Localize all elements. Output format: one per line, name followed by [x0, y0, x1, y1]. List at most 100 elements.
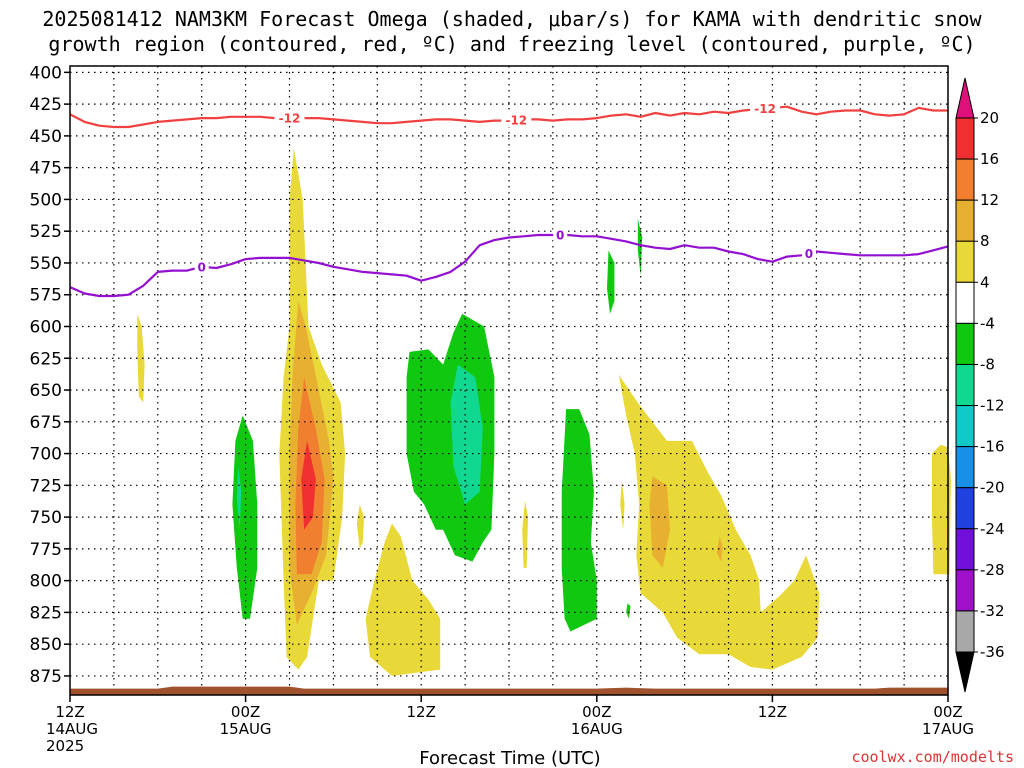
colorbar-bin-4: [955, 281, 975, 324]
colorbar-bin-2: [955, 199, 975, 242]
pressure-axis: 400 425 450 475 500 525 550 575 600 625 650 675 700 7…: [30, 63, 70, 687]
contour-line-1: [69, 233, 949, 298]
y-tick-label-450: 450: [30, 127, 62, 147]
contour-label-bg-0-0: [274, 111, 305, 126]
plot-border: [69, 65, 949, 696]
y-tick-label-725: 725: [30, 476, 62, 496]
contour-label-bg-0-2: [750, 101, 781, 116]
colorbar-tick-label-13: -36: [980, 643, 1005, 661]
y-tick-label-850: 850: [30, 635, 62, 655]
y-tick-label-700: 700: [30, 445, 62, 465]
omega-colorbar: 20 16 12 8 4 -4 -8 -12 -16 -20 -24 -28 -32 -36: [955, 77, 1005, 693]
colorbar-bin-8: [955, 446, 975, 489]
omega-region-18: [626, 603, 631, 619]
colorbar-tick-label-1: 16: [980, 150, 999, 168]
colorbar-top-arrow: [955, 77, 975, 119]
ground-layer: [70, 686, 948, 695]
colorbar-tick-label-3: 8: [980, 232, 990, 250]
omega-region-15: [561, 409, 597, 632]
colorbar-tick-label-6: -8: [980, 355, 995, 373]
y-tick-label-600: 600: [30, 317, 62, 337]
x-tick-label-2-0: 12Z: [407, 703, 436, 721]
contour-label-1-2: 0: [805, 247, 813, 261]
x-tick-label-4-0: 12Z: [758, 703, 787, 721]
colorbar-tick-label-7: -12: [980, 397, 1005, 415]
y-tick-label-400: 400: [30, 63, 62, 83]
y-tick-label-575: 575: [30, 286, 62, 306]
colorbar-tick-label-11: -28: [980, 561, 1005, 579]
colorbar-tick-label-5: -4: [980, 314, 995, 332]
x-tick-label-5-1: 17AUG: [922, 720, 974, 738]
colorbar-tick-label-9: -20: [980, 479, 1005, 497]
omega-region-3: [365, 523, 441, 676]
colorbar-tick-label-2: 12: [980, 191, 999, 209]
colorbar-bin-7: [955, 405, 975, 448]
colorbar-tick-label-12: -32: [980, 602, 1005, 620]
y-tick-label-625: 625: [30, 349, 62, 369]
omega-region-7: [931, 444, 951, 575]
contour-label-bg-1-0: [194, 259, 209, 274]
contour-label-bg-0-1: [501, 113, 532, 128]
x-tick-label-1-1: 15AUG: [220, 720, 272, 738]
x-tick-label-3-0: 00Z: [582, 703, 611, 721]
contour-label-bg-1-1: [553, 228, 568, 243]
y-tick-label-425: 425: [30, 95, 62, 115]
source-credit: coolwx.com/modelts: [851, 748, 1014, 766]
y-tick-label-825: 825: [30, 603, 62, 623]
colorbar-tick-label-4: 4: [980, 273, 990, 291]
colorbar-tick-label-8: -16: [980, 438, 1005, 456]
y-tick-label-650: 650: [30, 381, 62, 401]
omega-region-9: [649, 476, 670, 568]
x-tick-label-3-1: 16AUG: [571, 720, 623, 738]
y-tick-label-875: 875: [30, 667, 62, 687]
omega-region-17: [637, 218, 643, 276]
plot-frame: [69, 65, 949, 696]
x-tick-label-1-0: 00Z: [231, 703, 260, 721]
omega-region-0: [137, 313, 145, 403]
contour-label-0-0: -12: [279, 112, 301, 126]
contour-label-bg-1-2: [801, 246, 816, 261]
chart-title-line1: 2025081412 NAM3KM Forecast Omega (shaded…: [42, 7, 982, 31]
colorbar-bin-0: [955, 117, 975, 160]
x-tick-label-0-1: 14AUG: [46, 720, 98, 738]
chart-title-line2: growth region (contoured, red, ºC) and f…: [48, 32, 975, 56]
x-tick-label-5-0: 00Z: [933, 703, 962, 721]
x-axis-title: Forecast Time (UTC): [419, 748, 600, 768]
omega-region-2: [356, 504, 365, 549]
colorbar-bottom-arrow: [955, 651, 975, 693]
colorbar-bin-11: [955, 569, 975, 612]
x-tick-label-0-0: 12Z: [55, 703, 84, 721]
colorbar-bin-9: [955, 487, 975, 530]
contour-label-1-1: 0: [556, 229, 564, 243]
omega-region-20: [236, 466, 242, 530]
colorbar-bin-5: [955, 322, 975, 365]
colorbar-bin-1: [955, 158, 975, 201]
grid-lines: [70, 66, 948, 689]
y-tick-label-550: 550: [30, 254, 62, 274]
colorbar-bin-10: [955, 528, 975, 571]
contour-label-1-0: 0: [198, 260, 206, 274]
y-tick-label-750: 750: [30, 508, 62, 528]
omega-region-6: [618, 374, 820, 670]
contour-label-0-1: -12: [505, 114, 527, 128]
omega-shading: [137, 148, 951, 676]
y-tick-label-525: 525: [30, 222, 62, 242]
colorbar-tick-label-0: 20: [980, 109, 999, 127]
y-tick-label-775: 775: [30, 540, 62, 560]
y-tick-label-800: 800: [30, 572, 62, 592]
colorbar-bin-6: [955, 363, 975, 407]
colorbar-bin-3: [955, 240, 975, 283]
y-tick-label-675: 675: [30, 413, 62, 433]
omega-region-10: [716, 536, 723, 562]
temperature-contours: -12 -12 -12 0 0 0: [69, 101, 949, 298]
contour-label-0-2: -12: [754, 102, 776, 116]
omega-region-12: [301, 440, 316, 530]
x-tick-label-0-2: 2025: [46, 737, 84, 755]
omega-region-19: [450, 364, 483, 505]
omega-region-16: [607, 250, 615, 314]
colorbar-bin-12: [955, 610, 975, 653]
y-tick-label-500: 500: [30, 190, 62, 210]
y-tick-label-475: 475: [30, 159, 62, 179]
